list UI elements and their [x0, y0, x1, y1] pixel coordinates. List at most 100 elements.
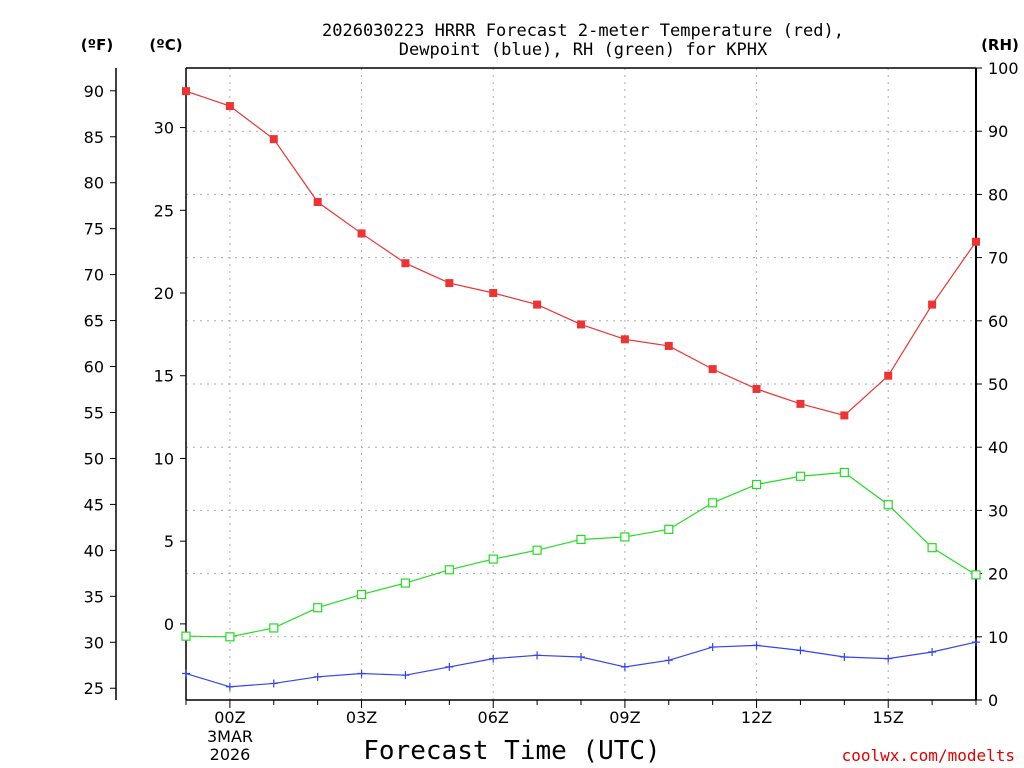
temperature-marker — [577, 320, 585, 329]
fahrenheit-axis-ticks: 90 85 80 75 70 65 60 55 50 45 40 35 30 25 — [84, 82, 116, 698]
temperature-marker — [313, 198, 322, 207]
temperature-marker — [928, 300, 937, 309]
dewpoint-marker — [445, 662, 454, 671]
rh-marker — [269, 623, 279, 633]
x-tick-label: 15Z — [873, 708, 904, 727]
rh-marker — [839, 467, 849, 478]
x-tick-label: 09Z — [609, 708, 640, 727]
celsius-tick-label: 20 — [154, 284, 174, 303]
fahrenheit-tick-label: 85 — [84, 128, 104, 147]
series-2-meter-temperature — [182, 87, 980, 420]
axes — [115, 67, 977, 701]
rh-marker — [751, 479, 762, 490]
temperature-marker — [752, 384, 761, 393]
series-line — [185, 471, 977, 638]
fahrenheit-tick-label: 45 — [84, 495, 104, 514]
dewpoint-marker — [533, 651, 542, 660]
chart-subtitle: Dewpoint (blue), RH (green) for KPHX — [399, 40, 768, 60]
series-line — [185, 90, 977, 417]
rh-marker — [971, 570, 981, 580]
x-tick-label: 12Z — [741, 708, 772, 727]
celsius-tick-label: 5 — [164, 532, 174, 551]
rh-marker — [181, 631, 191, 641]
dewpoint-marker — [313, 672, 322, 681]
fahrenheit-tick-label: 60 — [84, 358, 104, 377]
dewpoint-marker — [752, 641, 761, 650]
x-date-label-month: 3MAR — [207, 727, 253, 746]
rh-marker — [620, 532, 630, 542]
chart-title: 2026030223 HRRR Forecast 2-meter Tempera… — [322, 21, 844, 41]
fahrenheit-tick-label: 55 — [84, 403, 104, 422]
rh-marker — [356, 589, 367, 600]
rh-tick-label: 40 — [988, 438, 1008, 457]
rh-marker — [225, 632, 235, 642]
series-layer — [181, 87, 981, 691]
temperature-marker — [357, 229, 366, 238]
fahrenheit-unit-label: (ºF) — [81, 36, 113, 54]
temperature-marker — [664, 341, 673, 350]
dewpoint-marker — [620, 662, 629, 671]
series-line — [185, 641, 977, 688]
x-tick-label: 03Z — [346, 708, 377, 727]
rh-marker — [313, 603, 323, 613]
fahrenheit-tick-label: 35 — [84, 587, 104, 606]
x-tick-label: 06Z — [478, 708, 509, 727]
dewpoint-marker — [577, 652, 585, 661]
rh-tick-label: 0 — [988, 691, 998, 710]
dewpoint-marker — [357, 669, 366, 678]
celsius-tick-label: 0 — [164, 615, 174, 634]
rh-marker — [400, 578, 411, 588]
temperature-marker — [884, 371, 893, 380]
rh-marker — [883, 500, 893, 510]
temperature-marker — [796, 399, 805, 408]
gridlines — [186, 68, 976, 700]
dewpoint-marker — [796, 646, 805, 655]
fahrenheit-tick-label: 30 — [84, 633, 104, 652]
temperature-marker — [708, 365, 717, 374]
temperature-marker — [840, 411, 849, 420]
rh-tick-label: 100 — [988, 59, 1019, 78]
fahrenheit-tick-label: 40 — [84, 541, 104, 560]
celsius-tick-label: 10 — [154, 449, 174, 468]
rh-marker — [444, 565, 454, 575]
temperature-marker — [489, 289, 498, 298]
rh-tick-label: 10 — [988, 628, 1008, 647]
rh-tick-label: 70 — [988, 249, 1008, 268]
dewpoint-marker — [664, 656, 673, 665]
rh-tick-label: 50 — [988, 375, 1008, 394]
rh-marker — [488, 554, 498, 564]
dewpoint-marker — [225, 682, 234, 691]
temperature-marker — [182, 87, 190, 96]
dewpoint-marker — [972, 638, 980, 647]
rh-tick-label: 20 — [988, 565, 1008, 584]
dewpoint-marker — [884, 654, 893, 663]
dewpoint-marker — [182, 669, 190, 678]
celsius-tick-label: 30 — [154, 119, 174, 138]
x-axis-ticks: 00Z 03Z 06Z 09Z 12Z 15Z — [185, 700, 977, 727]
rh-tick-label: 90 — [988, 122, 1008, 141]
dewpoint-marker — [489, 654, 498, 663]
temperature-marker — [533, 300, 542, 309]
dewpoint-marker — [401, 671, 410, 680]
fahrenheit-tick-label: 80 — [84, 174, 104, 193]
dewpoint-marker — [708, 643, 717, 652]
temperature-marker — [445, 279, 454, 288]
x-tick-label: 00Z — [214, 708, 245, 727]
fahrenheit-tick-label: 25 — [84, 679, 104, 698]
series-dewpoint — [182, 638, 980, 691]
dewpoint-marker — [840, 652, 849, 661]
rh-tick-label: 30 — [988, 501, 1008, 520]
fahrenheit-tick-label: 90 — [84, 82, 104, 101]
temperature-marker — [972, 237, 980, 246]
fahrenheit-tick-label: 75 — [84, 220, 104, 239]
fahrenheit-tick-label: 65 — [84, 312, 104, 331]
rh-marker — [664, 524, 674, 534]
temperature-marker — [401, 259, 410, 268]
rh-marker — [576, 534, 586, 545]
celsius-tick-label: 25 — [154, 201, 174, 220]
rh-marker — [708, 498, 718, 508]
credit-link[interactable]: coolwx.com/modelts — [842, 746, 1015, 765]
celsius-axis-ticks: 30 25 20 15 10 5 0 — [154, 119, 186, 634]
